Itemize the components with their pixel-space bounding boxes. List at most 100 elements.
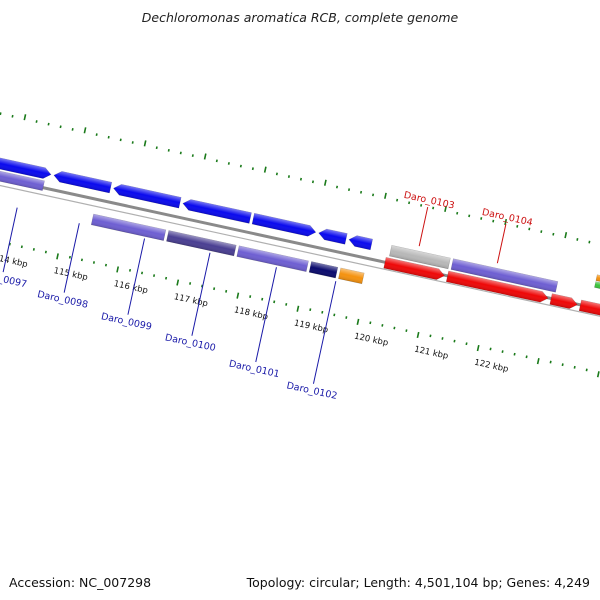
minor-tick <box>227 162 230 165</box>
outer-tick-track <box>0 112 591 244</box>
gene-arrow-daro-0101-shine <box>318 229 348 245</box>
gene-label-leader <box>127 238 146 315</box>
minor-tick <box>465 342 468 346</box>
gene-label[interactable]: Daro_0100 <box>164 332 217 354</box>
minor-tick <box>287 175 290 178</box>
backbone-line-upper <box>0 163 600 333</box>
genome-summary: Topology: circular; Length: 4,501,104 bp… <box>246 575 590 590</box>
minor-tick <box>516 224 519 228</box>
minor-tick <box>552 232 555 236</box>
gene-arrow-daro-0097-shine <box>53 171 112 193</box>
gene-arrow-red-a-shine <box>383 257 445 280</box>
scale-label: 118 kbp <box>233 305 269 322</box>
minor-tick <box>513 352 516 356</box>
major-tick <box>56 253 59 260</box>
gene-label[interactable]: Daro_0099 <box>100 311 153 333</box>
major-tick <box>143 140 147 147</box>
minor-tick <box>335 185 339 189</box>
gene-label-leader <box>2 207 18 273</box>
major-tick <box>356 318 360 325</box>
gene-label[interactable]: Daro_0097 <box>0 269 28 291</box>
scale-label: 121 kbp <box>413 345 449 362</box>
minor-tick <box>501 350 504 353</box>
gene-arrow-daro-0098-shine <box>113 184 182 209</box>
scale-label: 119 kbp <box>293 318 329 335</box>
major-tick <box>203 153 207 160</box>
minor-tick <box>20 245 23 249</box>
minor-tick <box>468 214 471 218</box>
gene-label-leader <box>63 223 80 293</box>
gene-arrow-daro-0103-shine <box>389 245 451 269</box>
feature-orange-shine <box>338 267 365 284</box>
minor-tick <box>140 271 144 275</box>
major-tick <box>444 205 447 213</box>
minor-tick <box>92 261 96 264</box>
minor-tick <box>32 248 35 251</box>
minor-tick <box>525 355 528 359</box>
minor-tick <box>489 347 492 351</box>
gene-label[interactable]: Daro_0102 <box>285 380 338 402</box>
gene-arrow-daro-0096-shine <box>0 157 52 179</box>
major-tick <box>263 166 267 173</box>
accession-label: Accession: NC_007298 <box>9 575 152 590</box>
gene-label[interactable]: Daro_0101 <box>228 358 281 380</box>
minor-tick <box>321 310 324 314</box>
minor-tick <box>273 300 276 304</box>
minor-tick <box>480 217 483 220</box>
gene-arrow-daro-0099-shine <box>182 199 252 224</box>
scale-label: 122 kbp <box>473 358 509 375</box>
minor-tick <box>215 159 218 163</box>
minor-tick <box>396 198 399 202</box>
minor-tick <box>405 329 408 333</box>
minor-tick <box>131 141 134 144</box>
minor-tick <box>573 365 576 369</box>
major-tick <box>476 344 480 352</box>
minor-tick <box>153 274 156 277</box>
major-tick <box>23 114 27 121</box>
major-tick <box>384 192 387 199</box>
major-tick <box>296 305 300 312</box>
minor-tick <box>432 206 435 210</box>
minor-tick <box>107 135 110 139</box>
major-tick <box>504 218 508 226</box>
gene-label[interactable]: Daro_0103 <box>403 190 456 212</box>
scale-label: 117 kbp <box>173 292 209 309</box>
minor-tick <box>528 227 531 231</box>
minor-tick <box>239 164 242 168</box>
minor-tick <box>179 151 182 155</box>
minor-tick <box>71 128 74 131</box>
gene-label-leader <box>312 281 337 384</box>
minor-tick <box>453 339 456 343</box>
gene-label-leader <box>255 267 277 363</box>
minor-tick <box>59 125 62 129</box>
minor-tick <box>213 287 216 291</box>
feature-navy-shine <box>309 261 338 279</box>
minor-tick <box>155 146 158 150</box>
minor-tick <box>275 172 278 176</box>
minor-tick <box>47 122 50 126</box>
minor-tick <box>251 167 254 171</box>
gene-arrow-red-c-shine <box>549 293 578 309</box>
major-tick <box>116 266 120 273</box>
gene-label[interactable]: Daro_0104 <box>481 207 534 229</box>
gene-arrow-daro-0102-shine <box>349 235 373 250</box>
minor-tick <box>549 360 552 364</box>
minor-tick <box>369 321 372 325</box>
major-tick <box>416 331 420 339</box>
gene-arrow-daro-0100-shine <box>252 213 316 237</box>
scale-label: 120 kbp <box>353 331 389 348</box>
minor-tick <box>333 313 336 317</box>
major-tick <box>83 127 87 134</box>
gene-label-leader <box>191 252 211 336</box>
minor-tick <box>561 363 564 367</box>
genome-title: Dechloromonas aromatica RCB, complete ge… <box>141 10 459 25</box>
minor-tick <box>576 238 579 241</box>
gene-arrow-red-b-shine <box>446 270 549 303</box>
minor-tick <box>345 316 348 319</box>
minor-tick <box>104 263 108 267</box>
major-tick <box>176 279 180 286</box>
gene-arrow-daro-0104-shine <box>450 258 558 293</box>
gene-label[interactable]: Daro_0098 <box>36 289 89 311</box>
minor-tick <box>191 154 194 157</box>
